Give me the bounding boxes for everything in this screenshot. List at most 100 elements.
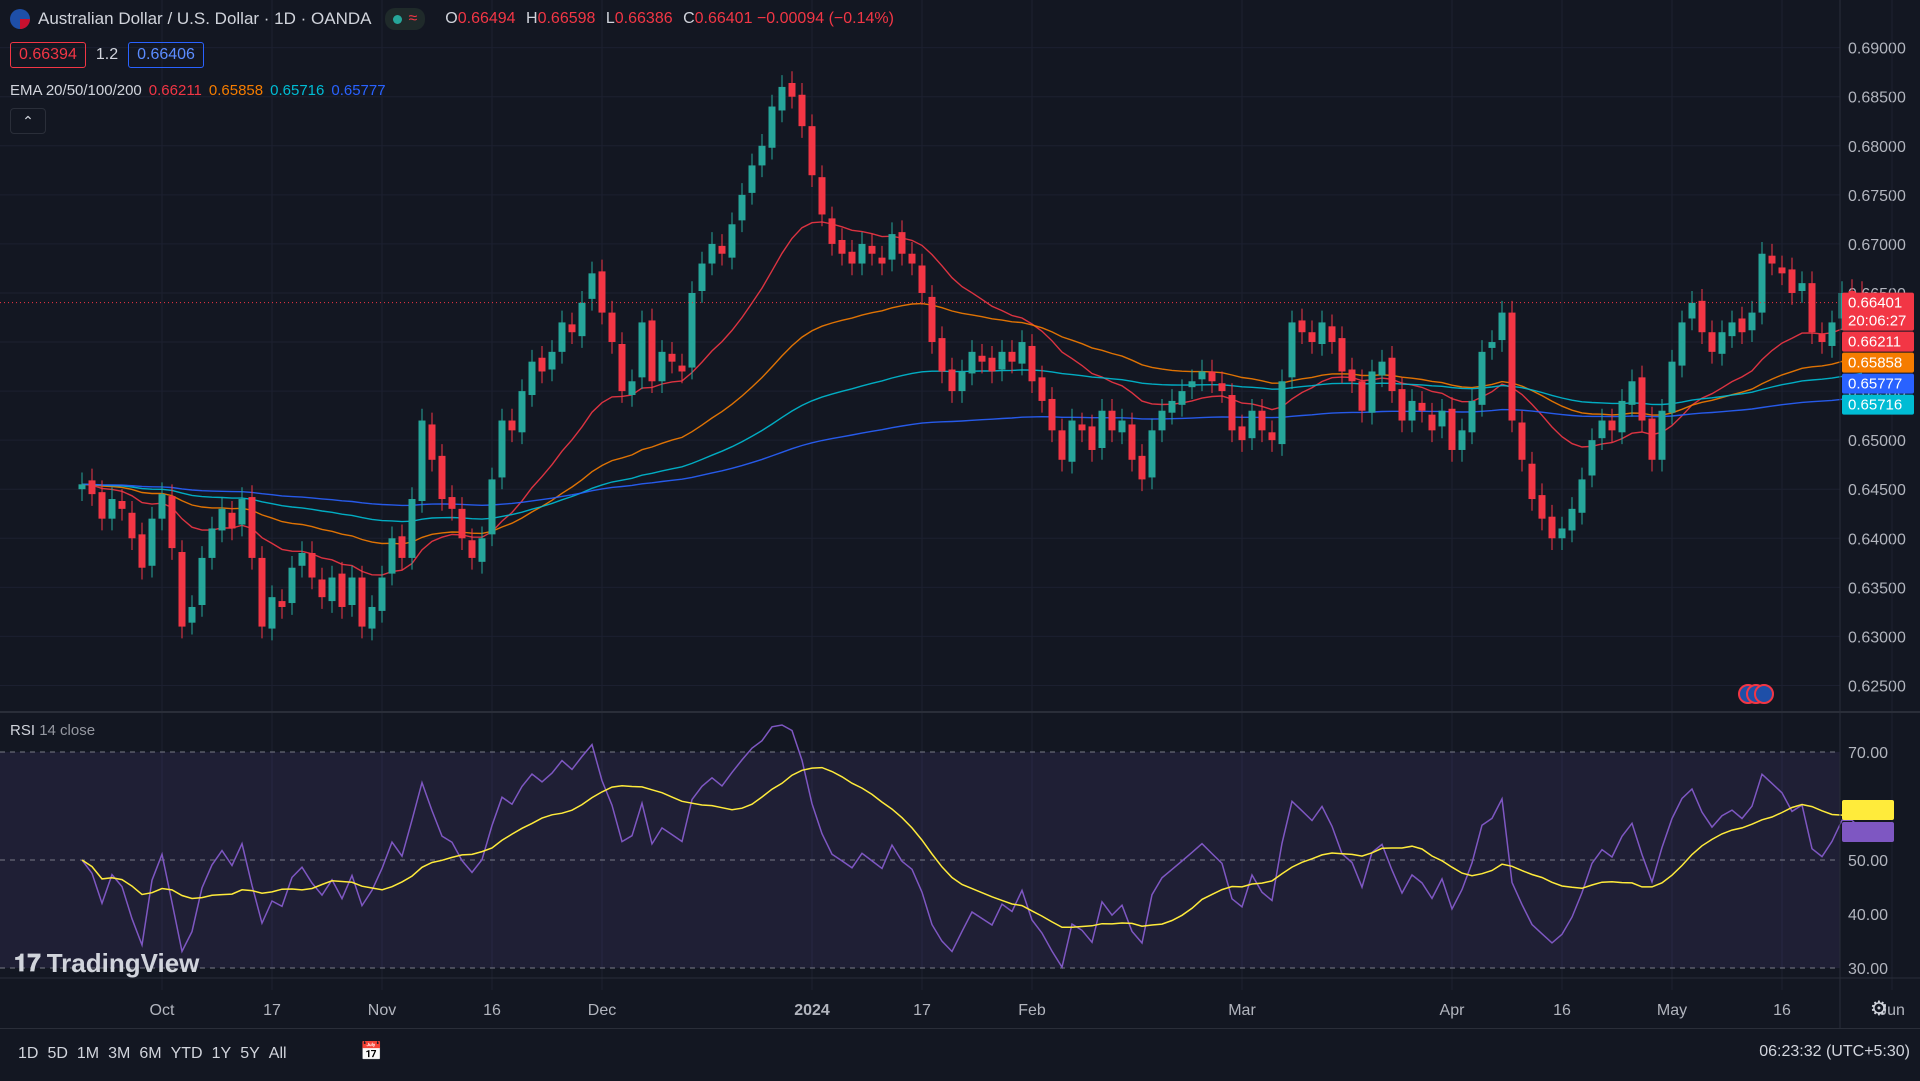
candle-body (1338, 338, 1346, 372)
candle-body (778, 86, 786, 111)
tradingview-logo[interactable]: 𝟏𝟕 TradingView (14, 948, 199, 979)
price-tick-label: 0.64500 (1848, 482, 1906, 499)
rsi-ma-line (81, 766, 1863, 929)
candle-body (98, 492, 106, 519)
ohlc-close-key: C (683, 10, 695, 27)
price-axis-countdown: 20:06:27 (1848, 313, 1906, 330)
candle-body (198, 557, 206, 606)
price-tick-label: 0.67500 (1848, 188, 1906, 205)
period-5d-button[interactable]: 5D (47, 1045, 68, 1062)
collapse-legend-button[interactable]: ⌃ (10, 108, 46, 134)
ohlc-open-key: O (445, 10, 458, 27)
candle-body (318, 579, 326, 598)
candle-body (708, 243, 716, 264)
candle-body (1748, 312, 1756, 331)
candle-body (938, 338, 946, 372)
candle-body (568, 324, 576, 333)
candle-body (1298, 320, 1306, 333)
sell-button[interactable]: 0.66394 (10, 42, 86, 68)
data-delay-icon: ≈ (408, 10, 418, 27)
candle-body (238, 499, 246, 525)
candle-body (1088, 426, 1096, 450)
price-tick-label: 0.63000 (1848, 629, 1906, 646)
candle-body (1808, 283, 1816, 333)
candle-body (1138, 455, 1146, 480)
candle-body (1398, 389, 1406, 421)
candle-body (1148, 430, 1156, 478)
candle-body (1518, 422, 1526, 460)
candle-body (788, 82, 796, 97)
price-axis-badge (1842, 352, 1914, 373)
candle-body (1328, 326, 1336, 343)
clock-timezone[interactable]: 06:23:32 (UTC+5:30) (1759, 1043, 1910, 1060)
candle-body (698, 263, 706, 292)
period-3m-button[interactable]: 3M (108, 1045, 131, 1062)
candle-body (348, 577, 356, 606)
buy-button[interactable]: 0.66406 (128, 42, 204, 68)
candle-body (818, 177, 826, 215)
candle-body (958, 371, 966, 392)
market-status[interactable]: ≈ (385, 8, 426, 30)
candle-body (618, 343, 626, 392)
candle-body (558, 322, 566, 352)
chart-canvas[interactable]: 0.69000 0.68500 0.68000 0.67500 0.67000 0.665… (0, 0, 1920, 1028)
settings-gear-icon[interactable]: ⚙ (1870, 998, 1888, 1020)
candle-body (628, 381, 636, 396)
candle-body (158, 494, 166, 519)
price-tick-label: 0.62500 (1848, 678, 1906, 695)
time-tick-label: Dec (588, 1002, 616, 1019)
candle-body (228, 512, 236, 529)
candle-body (1258, 410, 1266, 431)
candle-body (1378, 361, 1386, 376)
price-tick-label: 0.64000 (1848, 531, 1906, 548)
candle-body (1178, 391, 1186, 405)
market-open-dot-icon (393, 14, 403, 24)
candle-body (1068, 420, 1076, 462)
quote-row: 0.66394 1.2 0.66406 (10, 42, 204, 68)
period-all-button[interactable]: All (268, 1045, 287, 1062)
symbol-title[interactable]: Australian Dollar / U.S. Dollar · 1D · O… (38, 9, 372, 28)
candle-body (1078, 424, 1086, 431)
candle-body (178, 552, 186, 627)
candle-body (1448, 408, 1456, 450)
rsi-line (81, 724, 1863, 970)
price-tick-label: 0.63500 (1848, 580, 1906, 597)
period-ytd-button[interactable]: YTD (170, 1045, 203, 1062)
candle-body (1678, 322, 1686, 366)
candle-body (1588, 440, 1596, 476)
period-1d-button[interactable]: 1D (18, 1045, 39, 1062)
time-tick-label: Jun (1879, 1002, 1905, 1019)
period-6m-button[interactable]: 6M (139, 1045, 162, 1062)
candle-body (1568, 508, 1576, 531)
candle-body (218, 508, 226, 531)
rsi-legend[interactable]: RSI 14 close (10, 722, 95, 739)
candle-body (308, 553, 316, 578)
ohlc-values: O0.66494 H0.66598 L0.66386 C0.66401 −0.0… (439, 10, 894, 28)
rsi-tick-label: 50.00 (1848, 853, 1888, 870)
ema200-line (81, 396, 1863, 507)
price-tick-label: 0.67000 (1848, 237, 1906, 254)
candle-body (1648, 418, 1656, 460)
candle-body (1798, 283, 1806, 292)
period-1y-button[interactable]: 1Y (211, 1045, 232, 1062)
candle-body (858, 243, 866, 264)
period-5y-button[interactable]: 5Y (240, 1045, 260, 1062)
date-range-calendar-icon[interactable]: 📅 (360, 1041, 383, 1061)
candle-body (368, 606, 376, 629)
time-tick-label: Apr (1440, 1002, 1466, 1019)
ema-legend-label: EMA 20/50/100/200 (10, 82, 142, 99)
ohlc-close-value: 0.66401 (694, 10, 753, 27)
candle-body (1208, 371, 1216, 382)
candle-body (1548, 516, 1556, 539)
period-1m-button[interactable]: 1M (76, 1045, 100, 1062)
candle-body (1428, 414, 1436, 431)
ema-legend[interactable]: EMA 20/50/100/200 0.66211 0.65858 0.6571… (10, 82, 386, 99)
rsi-badge (1842, 822, 1894, 842)
candle-body (1738, 318, 1746, 333)
candle-body (1508, 312, 1516, 421)
ohlc-low-value: 0.66386 (614, 10, 673, 27)
rsi-tick-label: 70.00 (1848, 745, 1888, 762)
candle-body (1478, 351, 1486, 405)
candle-body (1168, 400, 1176, 413)
spread-value: 1.2 (95, 46, 119, 63)
